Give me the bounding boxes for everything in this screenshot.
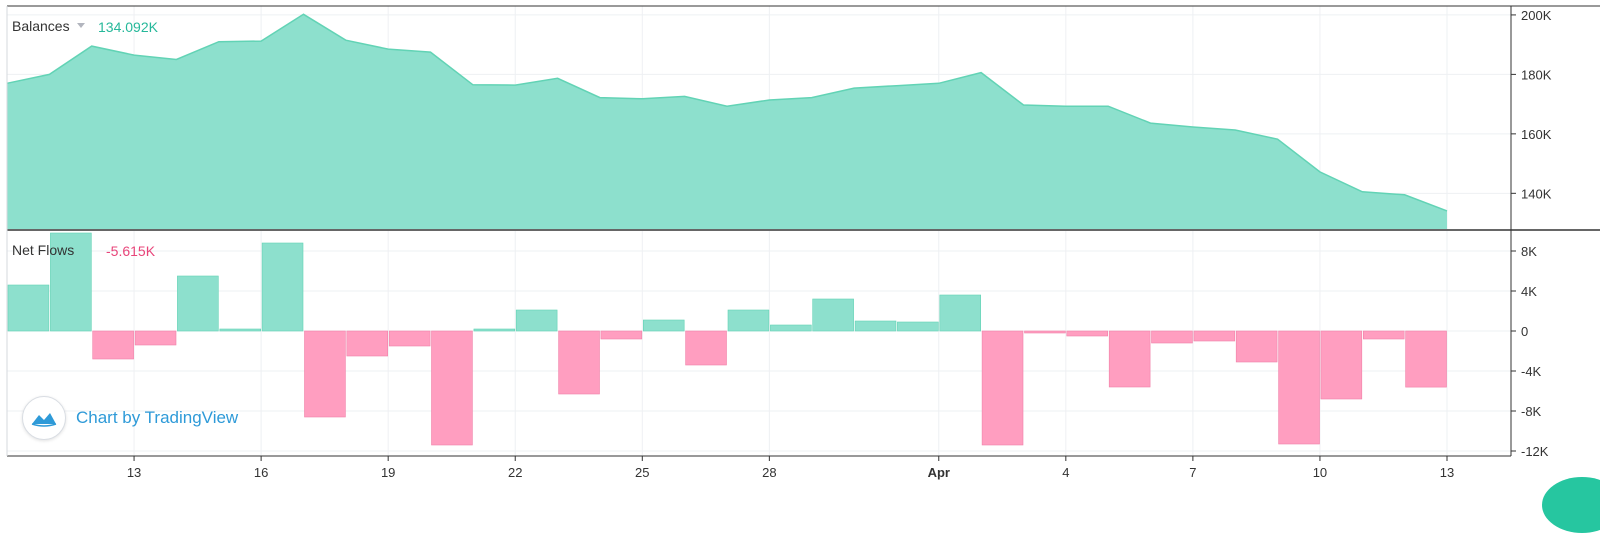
time-tick-label: 13 (1440, 465, 1454, 480)
netflow-bar (1320, 330, 1363, 400)
netflows-legend[interactable]: Net Flows -5.615K (12, 242, 156, 259)
balances-tick-label: 140K (1521, 186, 1552, 201)
netflow-bar (812, 298, 854, 332)
tradingview-logo-icon (22, 396, 66, 440)
balances-last-value: 134.092K (98, 19, 159, 35)
netflow-bar (1405, 330, 1447, 388)
netflow-bar (1363, 330, 1405, 340)
netflows-pane[interactable] (7, 231, 1511, 456)
balances-tick-label: 160K (1521, 127, 1552, 142)
balances-title: Balances (12, 18, 70, 34)
netflow-bar (388, 330, 431, 347)
watermark-label: Chart by TradingView (76, 408, 239, 427)
netflow-bar (92, 330, 134, 360)
netflow-bar (770, 324, 812, 332)
netflow-bar (346, 330, 388, 357)
balances-legend[interactable]: Balances 134.092K (12, 18, 159, 35)
netflow-bar (1108, 330, 1151, 388)
netflows-tick-label: 8K (1521, 244, 1537, 259)
chart-canvas[interactable]: 140K 160K 180K 200K -12K -8K -4K 0 4K 8K 13 16 19 2… (0, 0, 1600, 493)
time-tick-label: 19 (381, 465, 395, 480)
netflows-price-axis[interactable]: -12K -8K -4K 0 4K 8K (1511, 244, 1549, 459)
netflow-bar (642, 319, 685, 332)
netflow-bar (219, 328, 262, 332)
time-tick-label: 7 (1189, 465, 1196, 480)
netflow-bar (939, 294, 981, 332)
netflows-tick-label: -8K (1521, 404, 1542, 419)
netflow-bar (261, 242, 304, 332)
netflow-bar (981, 330, 1024, 446)
balances-area (7, 14, 1447, 229)
netflows-tick-label: -4K (1521, 364, 1542, 379)
balances-pane[interactable] (6, 6, 1511, 229)
balances-line (6, 13, 1448, 212)
netflow-bar (50, 232, 92, 332)
netflow-bar (1278, 330, 1320, 445)
time-tick-label: 16 (254, 465, 268, 480)
netflow-bar (7, 284, 50, 332)
netflow-bar (177, 275, 219, 332)
netflow-bar (1024, 330, 1066, 334)
netflow-bar (727, 309, 770, 332)
netflow-bar (134, 330, 177, 346)
netflows-tick-label: 4K (1521, 284, 1537, 299)
netflow-bar (431, 330, 473, 446)
time-tick-label: 13 (127, 465, 141, 480)
time-tick-label: 25 (635, 465, 649, 480)
netflow-bar (473, 328, 516, 332)
netflow-bar (685, 330, 727, 366)
time-tick-label: 22 (508, 465, 522, 480)
netflow-bar (304, 330, 346, 418)
netflows-tick-label: 0 (1521, 324, 1528, 339)
chevron-down-icon[interactable] (77, 23, 85, 28)
time-tick-label: 4 (1062, 465, 1069, 480)
balances-tick-label: 180K (1521, 67, 1552, 82)
netflow-bar (515, 309, 558, 332)
netflows-last-value: -5.615K (106, 243, 156, 259)
netflow-bar (854, 320, 897, 332)
time-tick-label: 10 (1313, 465, 1327, 480)
netflow-bar (558, 330, 600, 395)
netflows-tick-label: -12K (1521, 444, 1549, 459)
netflow-bar (1066, 330, 1109, 337)
netflows-title: Net Flows (12, 242, 74, 258)
netflow-bar (897, 321, 939, 332)
netflow-bar (1151, 330, 1193, 344)
netflow-bar (1235, 330, 1278, 363)
balances-tick-label: 200K (1521, 8, 1552, 23)
netflows-bars (7, 232, 1447, 446)
tradingview-watermark[interactable]: Chart by TradingView (22, 396, 238, 440)
time-tick-label: 28 (762, 465, 776, 480)
netflow-bar (1193, 330, 1236, 342)
time-tick-label: Apr (928, 465, 950, 480)
netflow-bar (600, 330, 643, 340)
time-axis[interactable]: 13 16 19 22 25 28 Apr 4 7 10 13 (127, 456, 1454, 480)
chart-frame (6, 5, 1600, 457)
balances-price-axis[interactable]: 140K 160K 180K 200K (1511, 8, 1552, 201)
